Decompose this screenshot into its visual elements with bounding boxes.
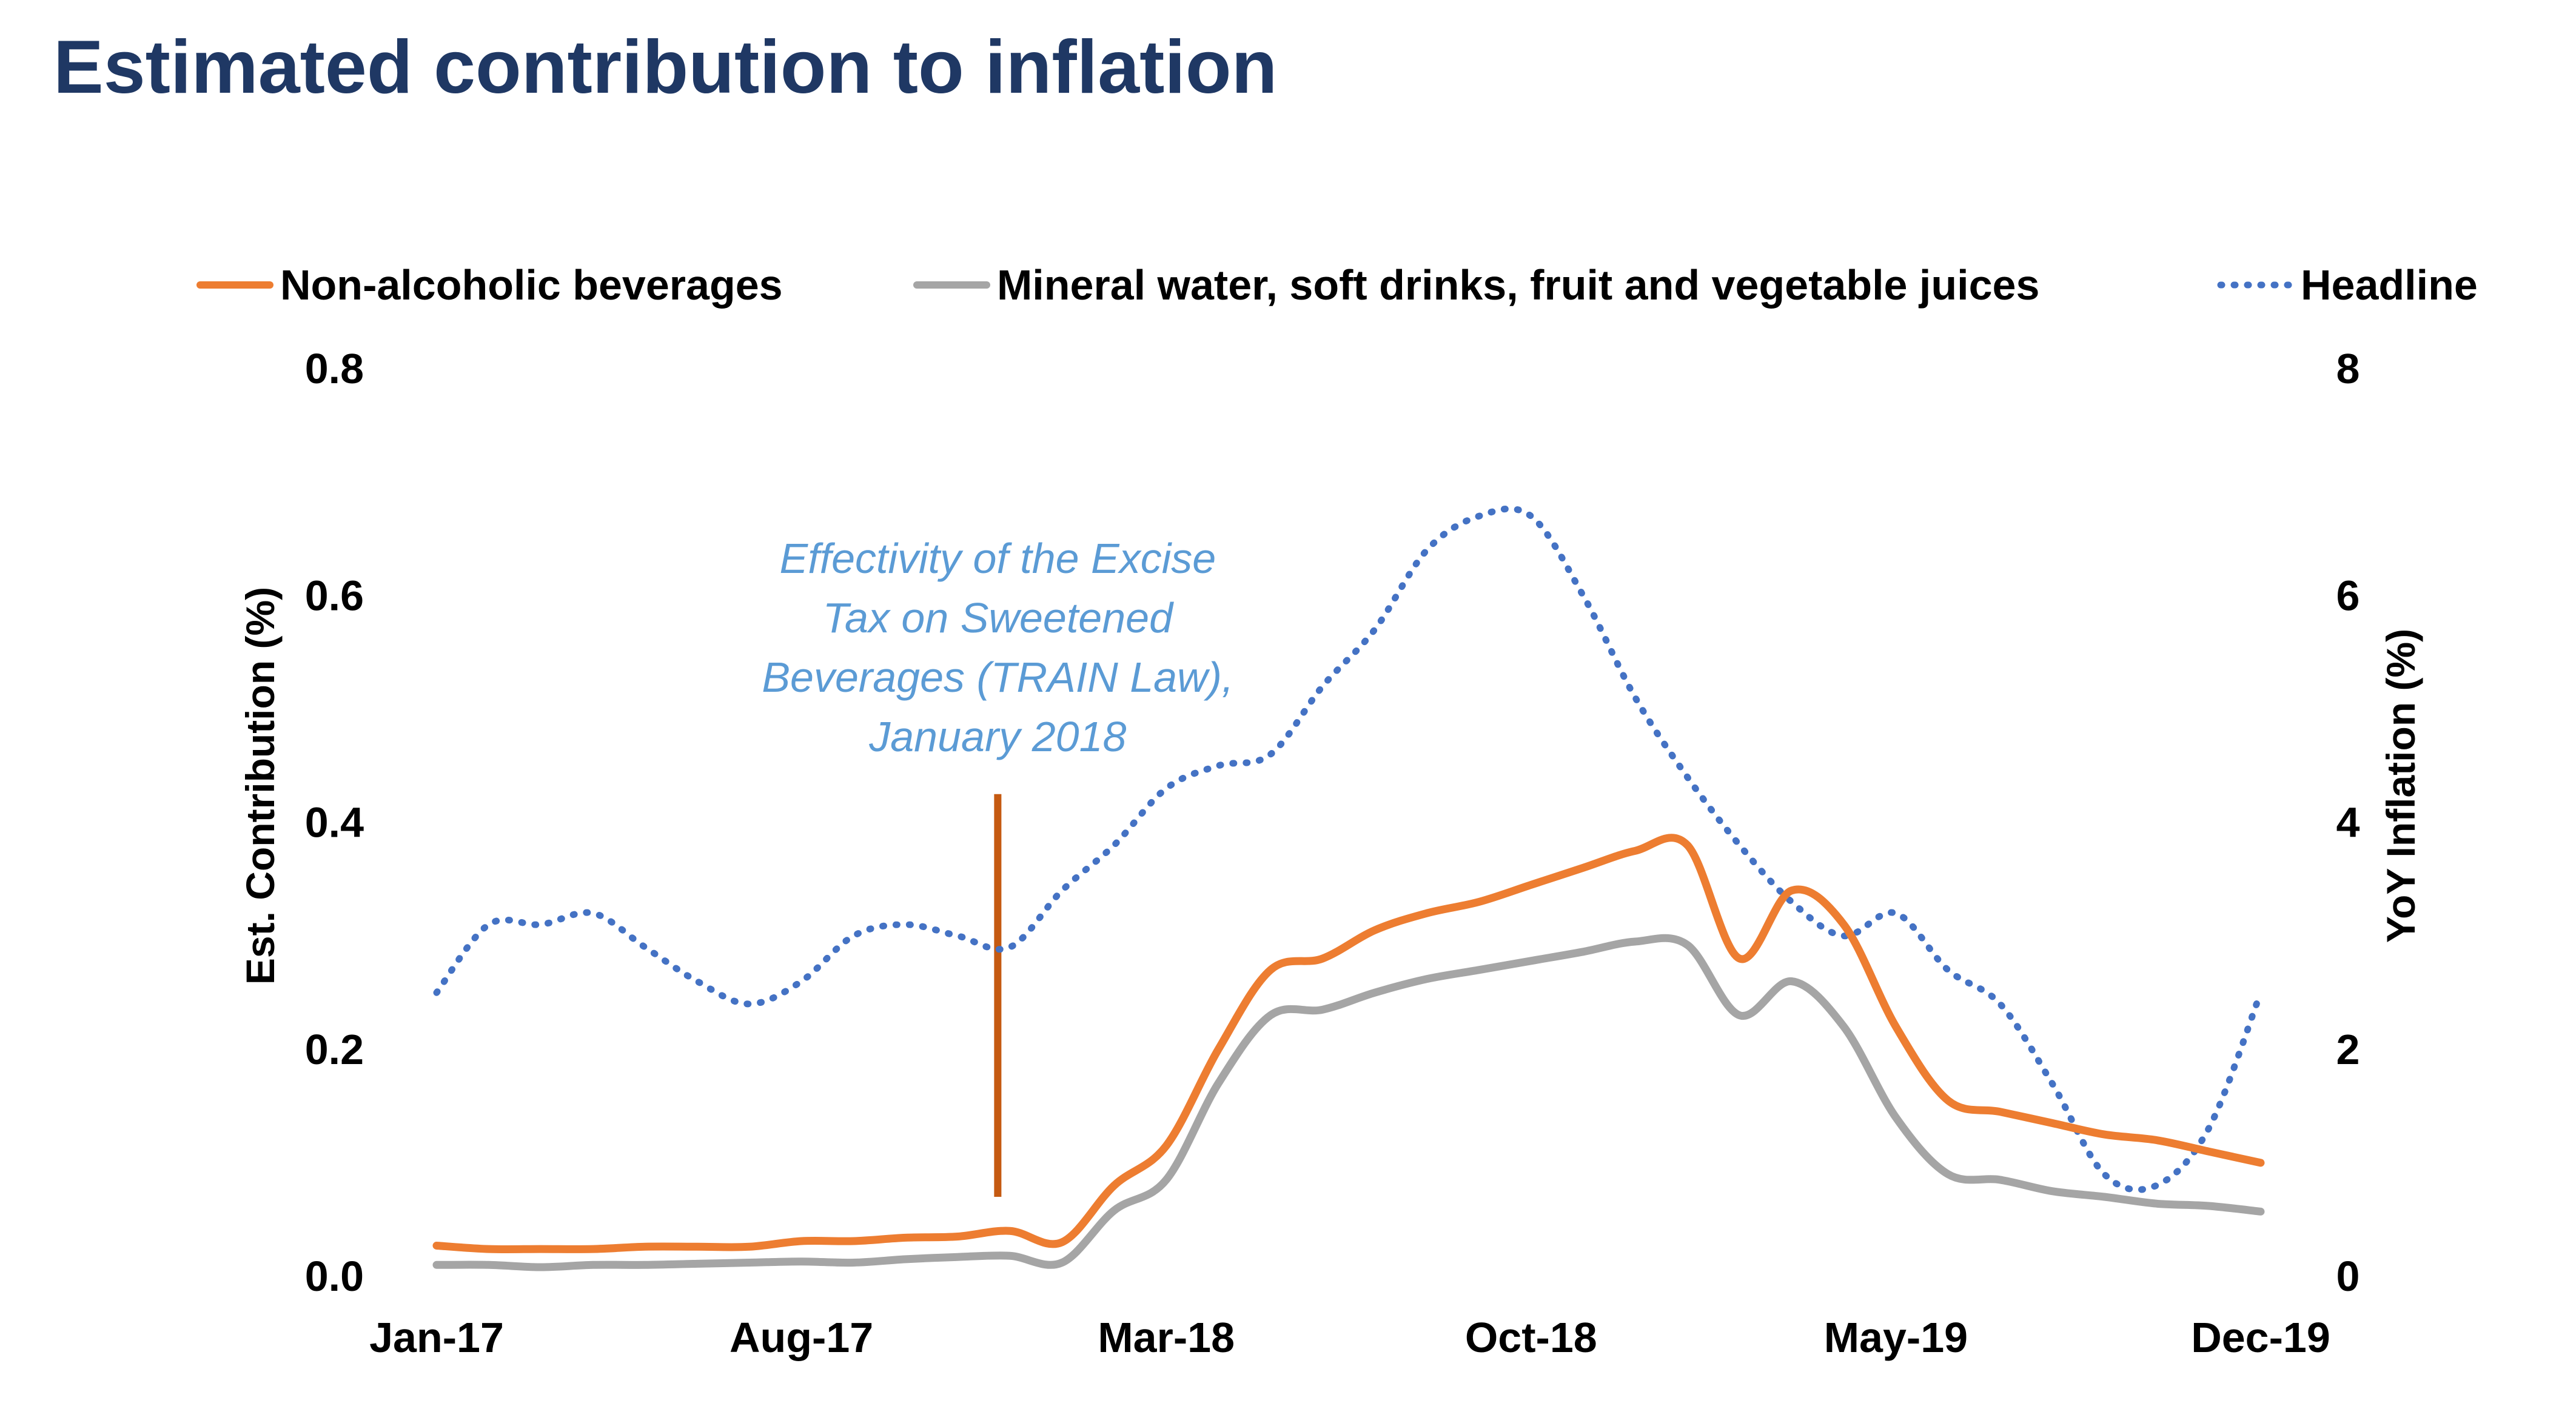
series-line-headline [433, 505, 2264, 1193]
x-tick-label: Oct-18 [1465, 1314, 1597, 1361]
annotation-text: Effectivity of the Excise Tax on Sweeten… [762, 535, 1233, 760]
y2-tick-label: 8 [2336, 345, 2360, 392]
x-tick-label: Dec-19 [2191, 1314, 2330, 1361]
x-tick-label: Jan-17 [369, 1314, 504, 1361]
y-tick-label: 0.2 [305, 1026, 364, 1073]
y-tick-label: 0.6 [305, 572, 364, 619]
y2-axis-ticks: 0 2 4 6 8 [2336, 345, 2360, 1300]
page-title: Estimated contribution to inflation [53, 25, 1278, 109]
y-tick-label: 0.8 [305, 345, 364, 392]
y2-axis-title: YoY Inflation (%) [2378, 629, 2423, 943]
series-line-non-alcoholic-beverages [432, 834, 2265, 1253]
y-axis-title: Est. Contribution (%) [238, 587, 283, 985]
y2-tick-label: 0 [2336, 1253, 2360, 1300]
x-tick-label: Mar-18 [1098, 1314, 1235, 1361]
series-layer [432, 505, 2265, 1271]
annotation-line: January 2018 [868, 713, 1126, 760]
legend-label-headline: Headline [2301, 261, 2478, 309]
x-tick-label: Aug-17 [730, 1314, 873, 1361]
legend-label-non-alcoholic: Non-alcoholic beverages [280, 261, 783, 309]
legend: Non-alcoholic beverages Mineral water, s… [196, 261, 2478, 309]
y2-tick-label: 4 [2336, 799, 2360, 846]
y-tick-label: 0.4 [305, 799, 364, 846]
y2-tick-label: 6 [2336, 572, 2360, 619]
y-axis-ticks: 0.0 0.2 0.4 0.6 0.8 [305, 345, 364, 1300]
legend-label-mineral-water: Mineral water, soft drinks, fruit and ve… [997, 261, 2039, 309]
y2-tick-label: 2 [2336, 1026, 2360, 1073]
series-line-mineral-water-soft-drinks-juices [432, 934, 2265, 1271]
annotation-line: Tax on Sweetened [823, 594, 1174, 641]
annotation-line: Beverages (TRAIN Law), [762, 654, 1233, 701]
annotation-line: Effectivity of the Excise [780, 535, 1216, 582]
x-tick-label: May-19 [1824, 1314, 1968, 1361]
y-tick-label: 0.0 [305, 1253, 364, 1300]
x-axis-ticks: Jan-17 Aug-17 Mar-18 Oct-18 May-19 Dec-19 [369, 1314, 2330, 1361]
